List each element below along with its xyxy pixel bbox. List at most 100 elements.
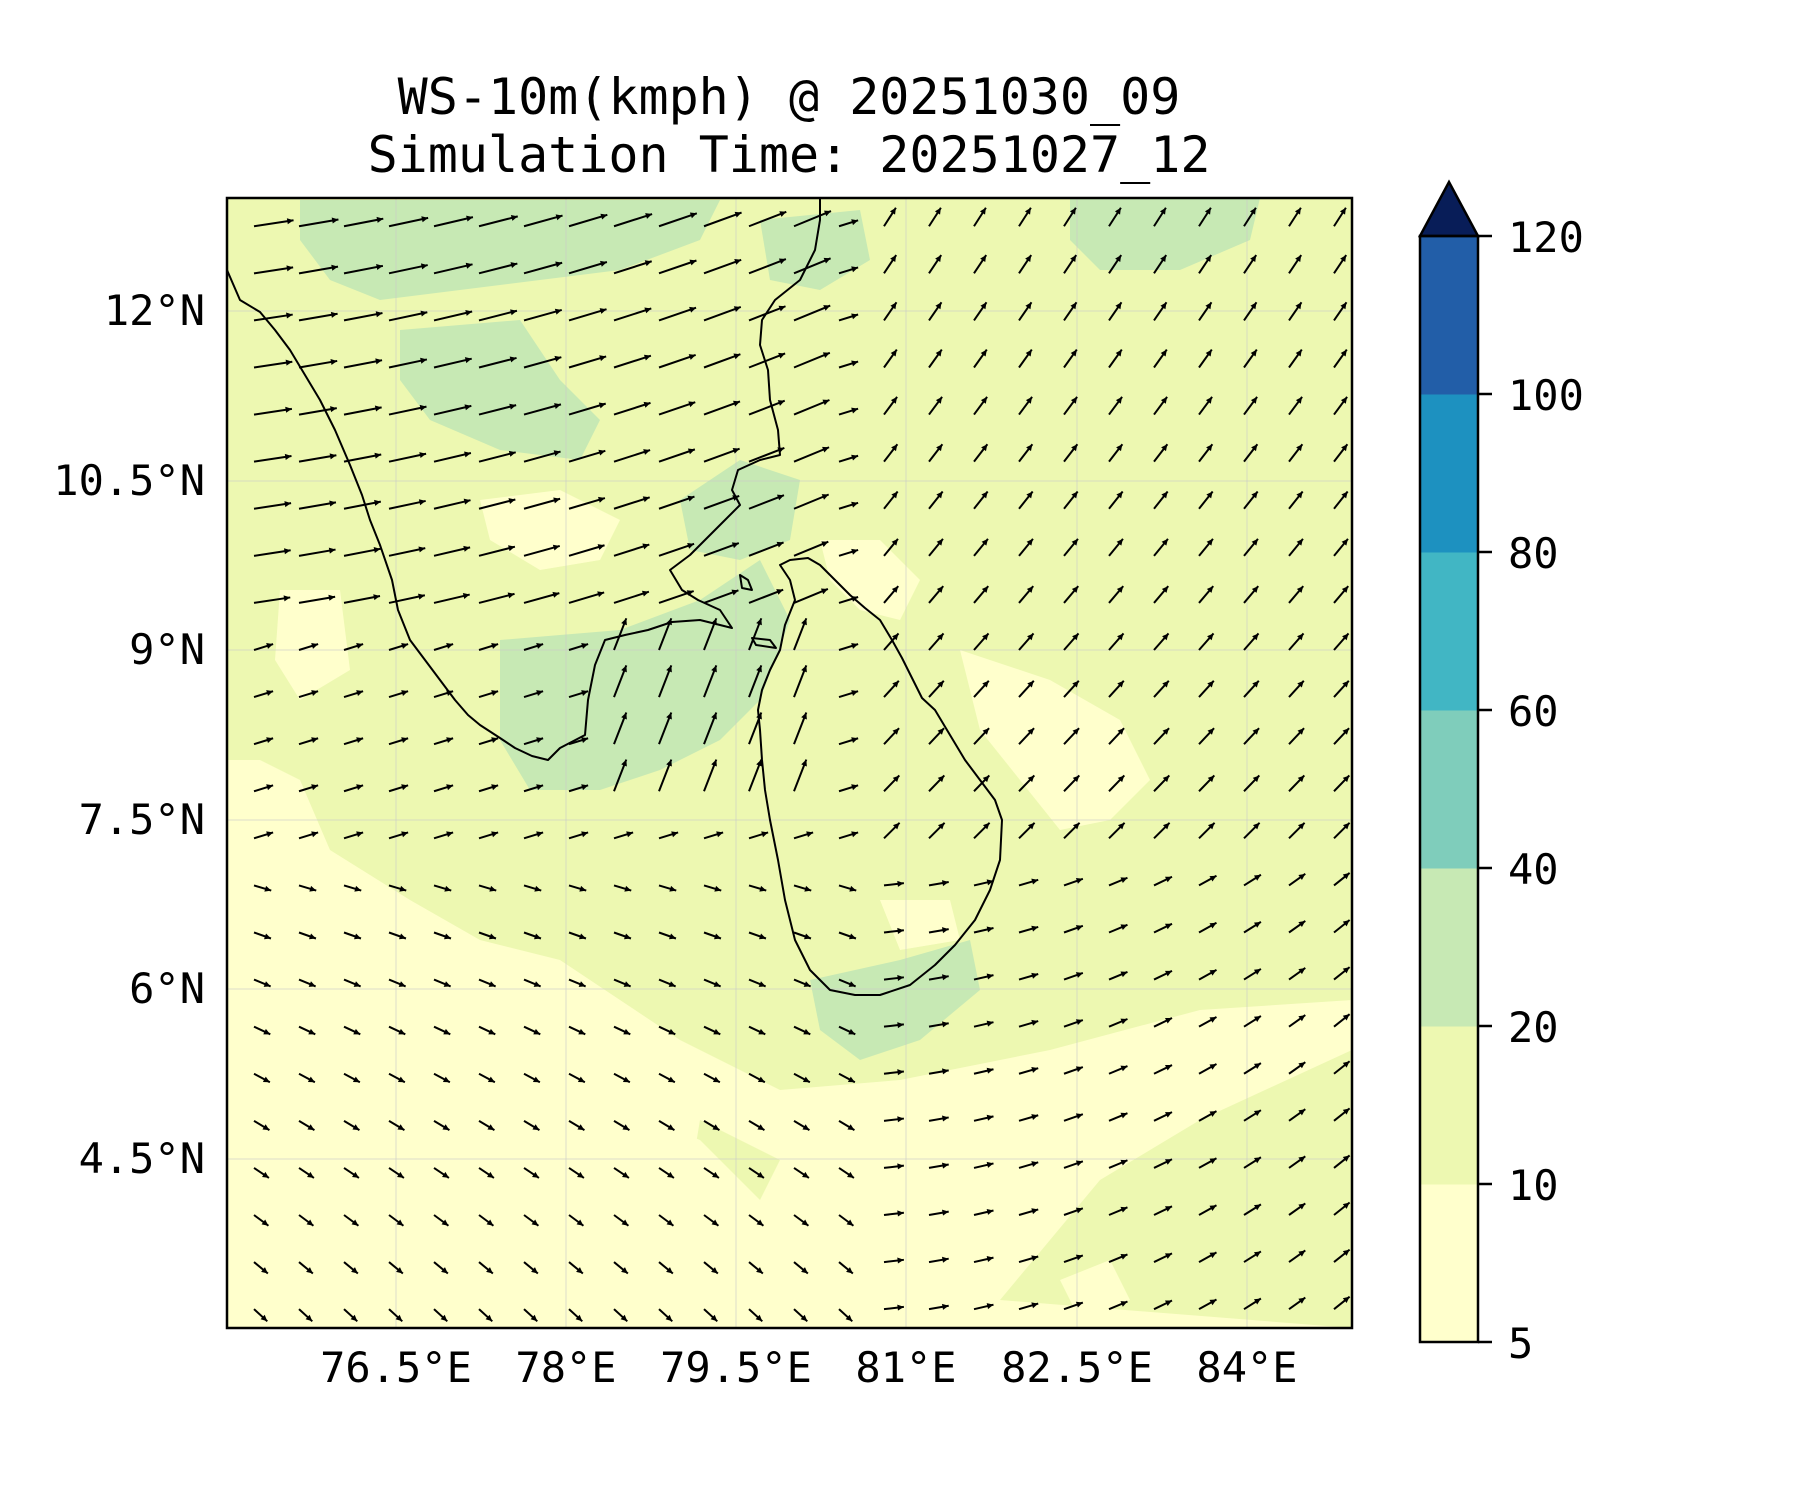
- wind-arrow-head: [848, 981, 856, 987]
- colorbar-frame: [1418, 234, 1480, 1344]
- wind-arrow-head: [1117, 680, 1124, 688]
- wind-arrow-head: [466, 215, 473, 222]
- wind-arrow-head: [851, 407, 859, 414]
- wind-arrow-head: [532, 1076, 540, 1083]
- wind-arrow-head: [487, 1076, 495, 1083]
- wind-arrow-head: [1075, 1207, 1083, 1214]
- wind-arrow-head: [689, 259, 697, 266]
- wind-arrow-head: [508, 498, 516, 504]
- wind-arrow-head: [1031, 878, 1039, 885]
- wind-arrow-head: [897, 1257, 904, 1264]
- wind-arrow-head: [284, 453, 292, 460]
- wind-arrow: [658, 259, 697, 275]
- wind-arrow-head: [1298, 1015, 1306, 1022]
- wind-arrow-head: [941, 1021, 949, 1028]
- wind-arrow-head: [851, 784, 859, 791]
- wind-arrow-head: [373, 547, 381, 554]
- wind-arrow-head: [1296, 538, 1303, 546]
- wind-arrow-head: [1165, 1253, 1173, 1259]
- wind-arrow-head: [1120, 877, 1128, 883]
- wind-arrow-head: [376, 216, 384, 223]
- wind-arrow-head: [711, 1219, 719, 1226]
- wind-arrow: [793, 351, 831, 369]
- wind-arrow-head: [1206, 538, 1213, 546]
- wind-arrow: [478, 356, 517, 369]
- wind-arrow-head: [716, 831, 724, 838]
- wind-arrow-head: [261, 1219, 269, 1226]
- wind-arrow-head: [491, 737, 499, 744]
- wind-arrow: [478, 309, 518, 322]
- wind-arrow-head: [1072, 680, 1079, 688]
- wind-arrow-head: [311, 831, 319, 838]
- wind-arrow-head: [713, 1028, 721, 1035]
- wind-arrow-head: [465, 262, 473, 269]
- wind-arrow-head: [266, 831, 274, 838]
- wind-arrow-head: [1253, 1157, 1261, 1164]
- wind-arrow-head: [285, 406, 292, 413]
- wind-arrow-head: [1075, 1301, 1083, 1308]
- wind-arrow-head: [891, 444, 898, 452]
- wind-arrow-head: [1295, 302, 1302, 310]
- wind-vectors: [253, 207, 1351, 1323]
- wind-arrow-head: [1026, 491, 1033, 499]
- wind-arrow-head: [643, 449, 651, 455]
- wind-arrow-head: [331, 217, 339, 224]
- wind-arrow-head: [941, 880, 949, 887]
- wind-arrow-head: [1207, 822, 1215, 830]
- wind-arrow: [793, 446, 830, 463]
- wind-arrow-head: [623, 1028, 631, 1035]
- wind-arrow-head: [941, 1068, 949, 1075]
- wind-arrow-head: [510, 214, 518, 221]
- wind-arrow-head: [1209, 969, 1217, 976]
- wind-arrow-head: [1120, 924, 1128, 931]
- wind-arrow: [568, 355, 607, 369]
- x-tick-label: 76.5°E: [320, 1343, 472, 1392]
- wind-arrow-head: [446, 690, 454, 696]
- wind-arrow-head: [442, 1076, 450, 1083]
- wind-arrow-head: [286, 218, 294, 225]
- wind-arrow-head: [757, 1124, 765, 1131]
- wind-arrow-head: [401, 784, 409, 791]
- wind-arrow-head: [442, 1171, 449, 1178]
- wind-arrow-head: [846, 1219, 854, 1226]
- wind-arrow: [523, 309, 563, 322]
- y-tick-label: 4.5°N: [79, 1134, 205, 1183]
- wind-arrow-head: [1162, 680, 1169, 688]
- wind-arrow-head: [576, 1219, 584, 1226]
- wind-arrow-head: [311, 643, 319, 649]
- wind-arrow-head: [446, 737, 454, 744]
- wind-arrow-head: [309, 885, 317, 892]
- colorbar-label: 5: [1508, 1319, 1533, 1368]
- wind-arrow: [568, 261, 608, 275]
- wind-arrow-head: [941, 1115, 949, 1122]
- wind-arrow-head: [1296, 586, 1304, 593]
- wind-arrow-head: [645, 213, 653, 219]
- wind-arrow-head: [1206, 444, 1213, 452]
- wind-arrow-head: [732, 447, 740, 454]
- wind-arrow-head: [982, 680, 989, 688]
- wind-arrow-head: [353, 1028, 361, 1035]
- wind-arrow-head: [444, 885, 452, 892]
- wind-arrow-head: [937, 822, 945, 830]
- wind-arrow-head: [981, 444, 988, 452]
- wind-arrow: [613, 401, 651, 416]
- wind-arrow-head: [824, 210, 831, 217]
- colorbar-extend-triangle: [1417, 179, 1481, 238]
- wind-arrow-head: [711, 618, 717, 626]
- wind-arrow-head: [734, 259, 742, 265]
- wind-arrow-head: [986, 1114, 994, 1121]
- wind-arrow-head: [801, 712, 807, 720]
- wind-arrow-head: [509, 356, 517, 363]
- wind-arrow-head: [397, 1076, 405, 1083]
- contour-20-40-strait: [500, 560, 790, 790]
- wind-arrow-head: [489, 885, 497, 892]
- wind-arrow-head: [804, 885, 812, 892]
- wind-arrow-head: [1207, 680, 1214, 688]
- wind-arrow-head: [328, 547, 336, 554]
- wind-arrow-head: [491, 643, 499, 649]
- wind-arrow-head: [1298, 1250, 1306, 1257]
- wind-arrow-head: [689, 212, 697, 219]
- wind-arrow-head: [897, 975, 904, 982]
- wind-arrow-head: [1162, 728, 1170, 735]
- wind-arrow-head: [1026, 538, 1033, 546]
